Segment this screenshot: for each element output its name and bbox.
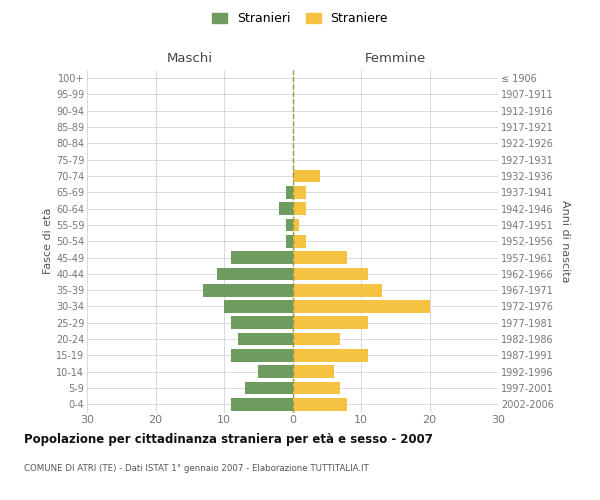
Y-axis label: Fasce di età: Fasce di età: [43, 208, 53, 274]
Bar: [293, 300, 430, 313]
Bar: [293, 398, 347, 410]
Bar: [293, 202, 306, 215]
Legend: Stranieri, Straniere: Stranieri, Straniere: [208, 8, 392, 29]
Bar: [245, 382, 293, 394]
Bar: [286, 235, 293, 248]
Bar: [293, 284, 382, 296]
Text: Popolazione per cittadinanza straniera per età e sesso - 2007: Popolazione per cittadinanza straniera p…: [24, 432, 433, 446]
Bar: [293, 268, 368, 280]
Bar: [293, 382, 340, 394]
Bar: [217, 268, 293, 280]
Bar: [293, 186, 306, 198]
Bar: [286, 186, 293, 198]
Bar: [258, 366, 293, 378]
Text: Maschi: Maschi: [167, 52, 213, 65]
Bar: [293, 251, 347, 264]
Bar: [293, 316, 368, 329]
Y-axis label: Anni di nascita: Anni di nascita: [560, 200, 571, 282]
Bar: [293, 366, 334, 378]
Bar: [293, 235, 306, 248]
Bar: [293, 349, 368, 362]
Bar: [286, 218, 293, 232]
Bar: [231, 316, 293, 329]
Text: COMUNE DI ATRI (TE) - Dati ISTAT 1° gennaio 2007 - Elaborazione TUTTITALIA.IT: COMUNE DI ATRI (TE) - Dati ISTAT 1° genn…: [24, 464, 369, 473]
Bar: [238, 332, 293, 345]
Bar: [293, 332, 340, 345]
Text: Femmine: Femmine: [365, 52, 426, 65]
Bar: [231, 349, 293, 362]
Bar: [203, 284, 293, 296]
Bar: [224, 300, 293, 313]
Bar: [231, 251, 293, 264]
Bar: [293, 170, 320, 182]
Bar: [279, 202, 293, 215]
Bar: [231, 398, 293, 410]
Bar: [293, 218, 299, 232]
